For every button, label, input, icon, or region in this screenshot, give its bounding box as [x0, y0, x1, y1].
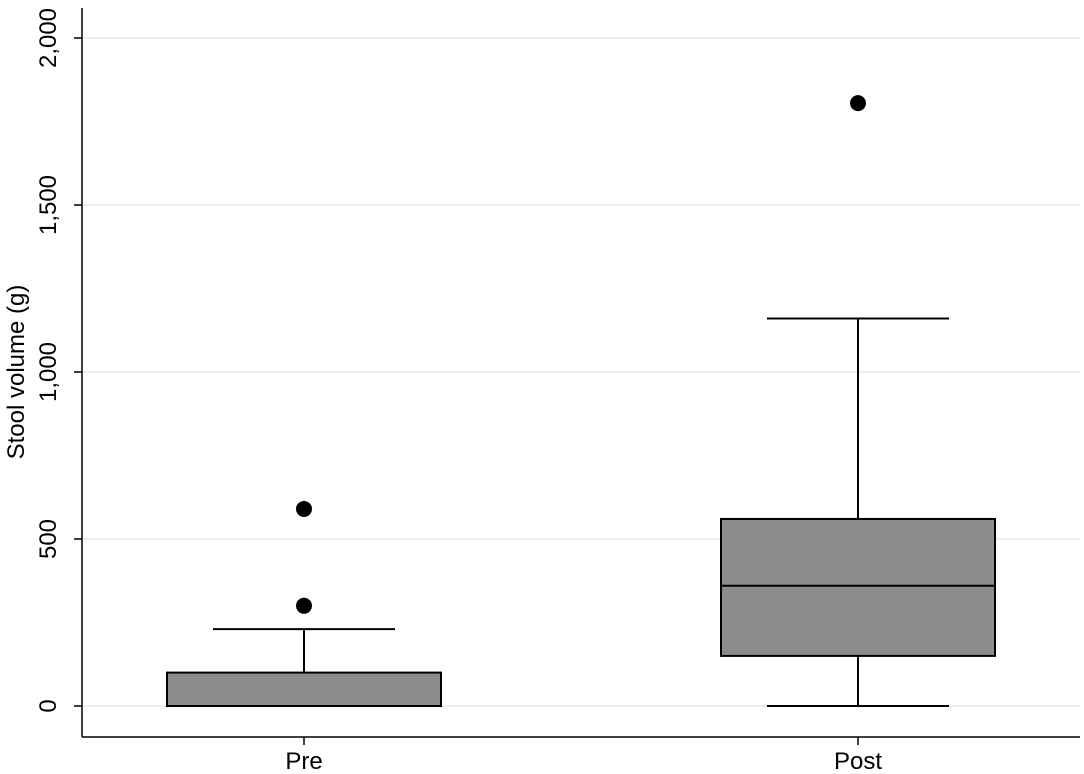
box-iqr	[720, 517, 996, 657]
y-tick-label: 500	[35, 519, 62, 559]
y-tick-label: 1,000	[35, 342, 62, 402]
y-axis-ticks: 0 500 1,000 1,500 2,000	[35, 8, 82, 713]
y-tick-label: 1,500	[35, 175, 62, 235]
x-axis-ticks: Pre Post	[285, 737, 882, 774]
box-group-pre	[166, 500, 442, 707]
x-tick-label: Pre	[285, 748, 322, 774]
box-plot-series	[166, 95, 996, 707]
outlier-point	[296, 500, 312, 517]
box-iqr	[166, 671, 442, 707]
y-axis-title: Stool volume (g)	[3, 285, 30, 460]
outlier-point	[296, 597, 312, 614]
box-group-post	[720, 95, 996, 707]
y-tick-label: 2,000	[35, 8, 62, 68]
y-tick-label: 0	[35, 699, 62, 712]
outlier-point	[850, 95, 866, 112]
x-tick-label: Post	[834, 748, 882, 774]
